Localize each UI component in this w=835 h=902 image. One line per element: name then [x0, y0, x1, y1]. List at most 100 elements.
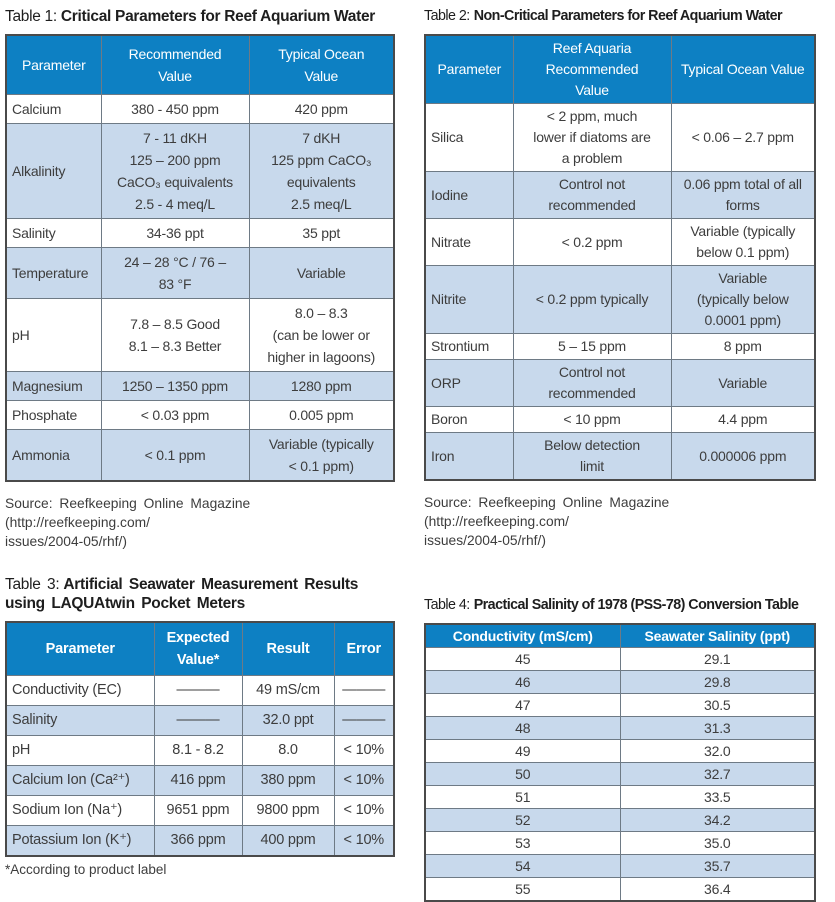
table4-title-text: Practical Salinity of 1978 (PSS-78) Conv… — [473, 597, 799, 613]
parameter-cell: Ammonia — [5, 429, 102, 482]
left-column: Table 1: Critical Parameters for Reef Aqu… — [5, 6, 395, 902]
parameter-cell: Alkalinity — [5, 123, 102, 219]
column-header-parameter: Parameter — [5, 621, 155, 676]
salinity-cell: 32.7 — [619, 762, 816, 786]
parameter-cell: Salinity — [5, 705, 155, 736]
ocean-value-cell: Variable — [670, 359, 816, 407]
table-row: Silica < 2 ppm, much lower if diatoms are… — [424, 103, 816, 172]
table-row: Boron < 10 ppm 4.4 ppm — [424, 406, 816, 433]
column-header-reef-aquaria-recommended-value: Reef Aquaria Recommended Value — [512, 34, 672, 104]
table-row: 47 30.5 — [424, 693, 816, 717]
ocean-value-cell: 8.0 – 8.3 (can be lower or higher in lag… — [248, 298, 395, 372]
table-header-row: Conductivity (mS/cm) Seawater Salinity (… — [424, 623, 816, 648]
error-cell: ——— — [333, 705, 395, 736]
recommended-value-cell: < 0.03 ppm — [100, 400, 250, 430]
result-cell: 32.0 ppt — [241, 705, 335, 736]
conductivity-cell: 45 — [424, 647, 621, 671]
parameter-cell: Magnesium — [5, 371, 102, 401]
non-critical-parameters-table: Parameter Reef Aquaria Recommended Value… — [424, 34, 816, 481]
recommended-value-cell: 7 - 11 dKH 125 – 200 ppm CaCO₃ equivalen… — [100, 123, 250, 219]
table-row: Strontium 5 – 15 ppm 8 ppm — [424, 333, 816, 360]
table-row: 54 35.7 — [424, 854, 816, 878]
column-header-expected-value: Expected Value* — [153, 621, 243, 676]
table-row: 49 32.0 — [424, 739, 816, 763]
parameter-cell: Salinity — [5, 218, 102, 248]
ocean-value-cell: Variable (typically < 0.1 ppm) — [248, 429, 395, 482]
parameter-cell: pH — [5, 298, 102, 372]
ocean-value-cell: 4.4 ppm — [670, 406, 816, 433]
recommended-value-cell: 5 – 15 ppm — [512, 333, 672, 360]
table-header-row: Parameter Recommended Value Typical Ocea… — [5, 34, 395, 95]
expected-value-cell: ——— — [153, 705, 243, 736]
ocean-value-cell: Variable — [248, 247, 395, 299]
column-header-parameter: Parameter — [424, 34, 514, 104]
table-row: Ammonia < 0.1 ppm Variable (typically < 0.… — [5, 429, 395, 482]
salinity-cell: 33.5 — [619, 785, 816, 809]
conductivity-cell: 47 — [424, 693, 621, 717]
column-header-conductivity: Conductivity (mS/cm) — [424, 623, 621, 648]
ocean-value-cell: 0.005 ppm — [248, 400, 395, 430]
table3-title-text: Artificial Seawater Measurement Results … — [5, 576, 359, 612]
ocean-value-cell: 0.000006 ppm — [670, 432, 816, 481]
parameter-cell: pH — [5, 735, 155, 766]
salinity-cell: 35.0 — [619, 831, 816, 855]
table3-title-prefix: Table 3: — [5, 576, 60, 593]
table-row: Temperature 24 – 28 °C / 76 – 83 °F Variab… — [5, 247, 395, 299]
error-cell: < 10% — [333, 735, 395, 766]
salinity-cell: 29.8 — [619, 670, 816, 694]
measurement-results-table: Parameter Expected Value* Result Error C… — [5, 621, 395, 857]
expected-value-cell: ——— — [153, 675, 243, 706]
column-header-result: Result — [241, 621, 335, 676]
recommended-value-cell: < 0.2 ppm — [512, 218, 672, 266]
recommended-value-cell: 7.8 – 8.5 Good 8.1 – 8.3 Better — [100, 298, 250, 372]
table-row: Sodium Ion (Na⁺) 9651 ppm 9800 ppm < 10% — [5, 795, 395, 826]
conductivity-cell: 51 — [424, 785, 621, 809]
recommended-value-cell: Control not recommended — [512, 171, 672, 219]
recommended-value-cell: Below detection limit — [512, 432, 672, 481]
recommended-value-cell: < 10 ppm — [512, 406, 672, 433]
table-header-row: Parameter Expected Value* Result Error — [5, 621, 395, 676]
salinity-conversion-table: Conductivity (mS/cm) Seawater Salinity (… — [424, 623, 816, 902]
expected-value-cell: 8.1 - 8.2 — [153, 735, 243, 766]
table2-title-text: Non-Critical Parameters for Reef Aquariu… — [473, 8, 783, 24]
table-row: Magnesium 1250 – 1350 ppm 1280 ppm — [5, 371, 395, 401]
table-row: ORP Control not recommended Variable — [424, 359, 816, 407]
parameter-cell: Phosphate — [5, 400, 102, 430]
salinity-cell: 31.3 — [619, 716, 816, 740]
table-row: 50 32.7 — [424, 762, 816, 786]
ocean-value-cell: < 0.06 – 2.7 ppm — [670, 103, 816, 172]
ocean-value-cell: Variable (typically below 0.1 ppm) — [670, 218, 816, 266]
column-header-seawater-salinity: Seawater Salinity (ppt) — [619, 623, 816, 648]
parameter-cell: Sodium Ion (Na⁺) — [5, 795, 155, 826]
table1-source: Source: Reefkeeping Online Magazine (htt… — [5, 496, 251, 549]
table-header-row: Parameter Reef Aquaria Recommended Value… — [424, 34, 816, 104]
table-row: Conductivity (EC) ——— 49 mS/cm ——— — [5, 675, 395, 706]
parameter-cell: Nitrate — [424, 218, 514, 266]
table3-footnote: *According to product label — [5, 862, 167, 877]
conductivity-cell: 49 — [424, 739, 621, 763]
ocean-value-cell: 35 ppt — [248, 218, 395, 248]
table4-title-prefix: Table 4: — [424, 597, 470, 613]
parameter-cell: Iodine — [424, 171, 514, 219]
result-cell: 49 mS/cm — [241, 675, 335, 706]
table-row: Calcium Ion (Ca²⁺) 416 ppm 380 ppm < 10% — [5, 765, 395, 796]
conductivity-cell: 46 — [424, 670, 621, 694]
salinity-cell: 34.2 — [619, 808, 816, 832]
error-cell: < 10% — [333, 825, 395, 857]
recommended-value-cell: Control not recommended — [512, 359, 672, 407]
recommended-value-cell: < 0.2 ppm typically — [512, 265, 672, 334]
table-row: pH 8.1 - 8.2 8.0 < 10% — [5, 735, 395, 766]
error-cell: < 10% — [333, 795, 395, 826]
table-row: Potassium Ion (K⁺) 366 ppm 400 ppm < 10% — [5, 825, 395, 857]
column-header-error: Error — [333, 621, 395, 676]
table-row: 55 36.4 — [424, 877, 816, 902]
error-cell: ——— — [333, 675, 395, 706]
conductivity-cell: 52 — [424, 808, 621, 832]
conductivity-cell: 50 — [424, 762, 621, 786]
column-header-typical-ocean-value: Typical Ocean Value — [670, 34, 816, 104]
table1-title-prefix: Table 1: — [5, 8, 57, 25]
conductivity-cell: 48 — [424, 716, 621, 740]
conductivity-cell: 55 — [424, 877, 621, 902]
column-header-parameter: Parameter — [5, 34, 102, 95]
